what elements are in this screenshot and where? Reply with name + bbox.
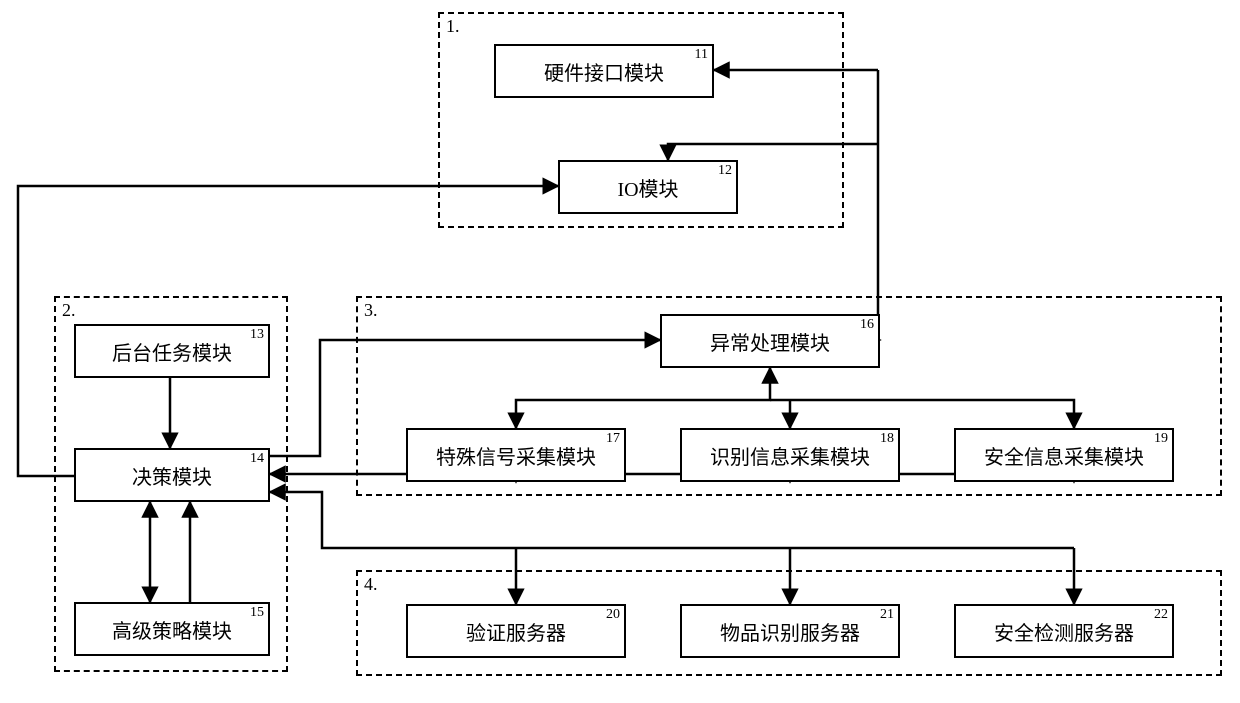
group-3-label: 3. (364, 300, 378, 321)
node-label: 物品识别服务器 (720, 617, 860, 646)
node-label: IO模块 (617, 173, 678, 202)
node-safety-detection-server: 22 安全检测服务器 (954, 604, 1174, 658)
node-label: 识别信息采集模块 (710, 441, 870, 470)
node-num: 15 (250, 605, 264, 621)
node-num: 14 (250, 451, 264, 467)
node-label: 安全检测服务器 (994, 617, 1134, 646)
node-special-signal-acq: 17 特殊信号采集模块 (406, 428, 626, 482)
node-exception-handling: 16 异常处理模块 (660, 314, 880, 368)
edge-e_row4_bus (270, 492, 1074, 548)
group-1-label: 1. (446, 16, 460, 37)
node-num: 13 (250, 327, 264, 343)
node-verification-server: 20 验证服务器 (406, 604, 626, 658)
group-2-label: 2. (62, 300, 76, 321)
node-item-recognition-server: 21 物品识别服务器 (680, 604, 900, 658)
node-hardware-interface: 11 硬件接口模块 (494, 44, 714, 98)
node-recognition-info-acq: 18 识别信息采集模块 (680, 428, 900, 482)
node-num: 20 (606, 607, 620, 623)
node-label: 异常处理模块 (710, 327, 830, 356)
node-num: 11 (695, 47, 708, 63)
node-label: 决策模块 (132, 461, 212, 490)
node-num: 19 (1154, 431, 1168, 447)
node-label: 高级策略模块 (112, 615, 232, 644)
node-num: 21 (880, 607, 894, 623)
node-advanced-strategy: 15 高级策略模块 (74, 602, 270, 656)
node-background-task: 13 后台任务模块 (74, 324, 270, 378)
group-4-label: 4. (364, 574, 378, 595)
node-label: 验证服务器 (466, 617, 566, 646)
node-safety-info-acq: 19 安全信息采集模块 (954, 428, 1174, 482)
node-label: 特殊信号采集模块 (436, 441, 596, 470)
node-decision: 14 决策模块 (74, 448, 270, 502)
node-label: 后台任务模块 (112, 337, 232, 366)
node-num: 12 (718, 163, 732, 179)
node-io-module: 12 IO模块 (558, 160, 738, 214)
node-label: 安全信息采集模块 (984, 441, 1144, 470)
node-num: 18 (880, 431, 894, 447)
node-label: 硬件接口模块 (544, 57, 664, 86)
node-num: 16 (860, 317, 874, 333)
node-num: 22 (1154, 607, 1168, 623)
node-num: 17 (606, 431, 620, 447)
